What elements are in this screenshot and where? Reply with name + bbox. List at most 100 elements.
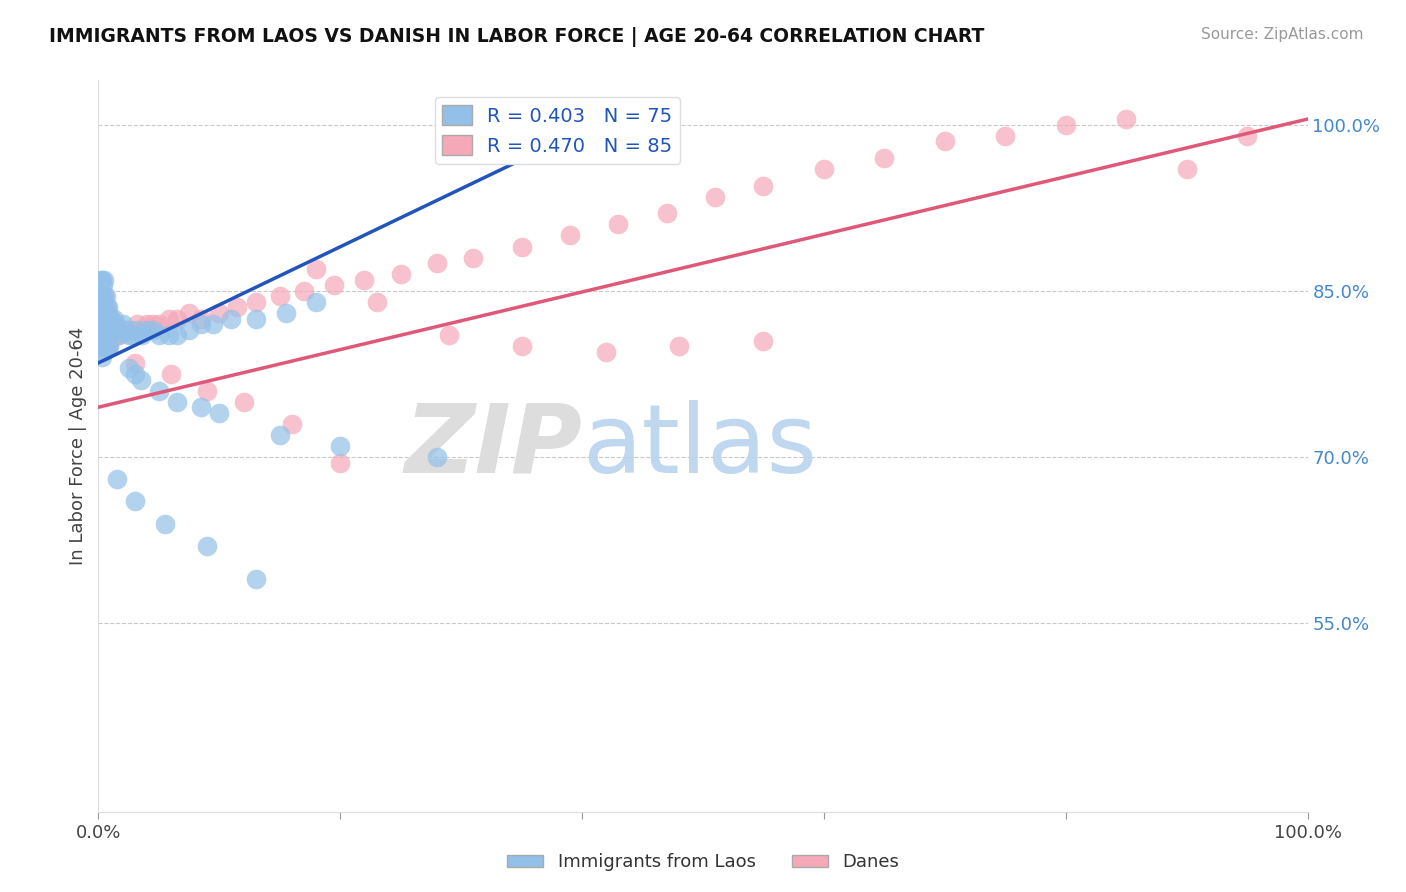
Point	[90, 311, 112, 326]
Point	[105, 323, 128, 337]
Point	[90, 294, 112, 309]
Point	[89, 317, 111, 331]
Point	[91, 294, 114, 309]
Point	[100, 328, 122, 343]
Text: ZIP: ZIP	[404, 400, 582, 492]
Point	[1175, 161, 1198, 176]
Point	[96, 301, 118, 315]
Point	[96, 334, 118, 348]
Point	[245, 311, 267, 326]
Point	[111, 317, 134, 331]
Point	[510, 339, 533, 353]
Point	[195, 539, 218, 553]
Point	[97, 317, 120, 331]
Point	[103, 323, 125, 337]
Point	[94, 306, 117, 320]
Point	[195, 384, 218, 398]
Point	[94, 306, 117, 320]
Point	[91, 323, 114, 337]
Point	[94, 339, 117, 353]
Point	[426, 450, 449, 464]
Point	[558, 228, 581, 243]
Point	[91, 289, 114, 303]
Point	[118, 323, 141, 337]
Point	[91, 273, 114, 287]
Point	[366, 294, 388, 309]
Point	[157, 328, 180, 343]
Point	[108, 328, 131, 343]
Point	[110, 323, 132, 337]
Point	[704, 189, 727, 203]
Point	[463, 251, 485, 265]
Point	[98, 317, 121, 331]
Point	[668, 339, 690, 353]
Point	[166, 311, 188, 326]
Point	[1115, 112, 1137, 126]
Point	[269, 289, 291, 303]
Point	[245, 294, 267, 309]
Point	[96, 339, 118, 353]
Point	[131, 328, 153, 343]
Point	[104, 317, 127, 331]
Point	[97, 323, 120, 337]
Point	[93, 339, 115, 353]
Point	[1054, 118, 1077, 132]
Point	[510, 239, 533, 253]
Point	[274, 306, 297, 320]
Point	[93, 289, 115, 303]
Point	[437, 328, 460, 343]
Point	[202, 317, 225, 331]
Point	[305, 261, 328, 276]
Point	[232, 394, 254, 409]
Point	[873, 151, 896, 165]
Point	[91, 323, 114, 337]
Point	[166, 394, 188, 409]
Point	[91, 344, 114, 359]
Point	[121, 328, 143, 343]
Point	[135, 323, 157, 337]
Point	[190, 401, 212, 415]
Point	[426, 256, 449, 270]
Point	[91, 339, 114, 353]
Point	[89, 294, 111, 309]
Text: Source: ZipAtlas.com: Source: ZipAtlas.com	[1201, 27, 1364, 42]
Point	[94, 323, 117, 337]
Point	[129, 372, 152, 386]
Point	[105, 472, 128, 486]
Text: IMMIGRANTS FROM LAOS VS DANISH IN LABOR FORCE | AGE 20-64 CORRELATION CHART: IMMIGRANTS FROM LAOS VS DANISH IN LABOR …	[49, 27, 984, 46]
Point	[97, 301, 120, 315]
Point	[93, 306, 115, 320]
Point	[90, 273, 112, 287]
Point	[103, 311, 125, 326]
Point	[94, 339, 117, 353]
Point	[90, 339, 112, 353]
Point	[96, 317, 118, 331]
Point	[98, 323, 121, 337]
Point	[813, 161, 835, 176]
Point	[94, 289, 117, 303]
Point	[93, 323, 115, 337]
Point	[179, 323, 201, 337]
Point	[114, 323, 136, 337]
Point	[269, 428, 291, 442]
Point	[329, 439, 352, 453]
Point	[100, 311, 122, 326]
Point	[90, 306, 112, 320]
Point	[98, 339, 121, 353]
Point	[323, 278, 346, 293]
Point	[100, 323, 122, 337]
Point	[108, 323, 131, 337]
Point	[91, 339, 114, 353]
Point	[131, 323, 153, 337]
Point	[90, 323, 112, 337]
Point	[101, 328, 124, 343]
Point	[595, 344, 617, 359]
Point	[100, 328, 122, 343]
Point	[93, 273, 115, 287]
Y-axis label: In Labor Force | Age 20-64: In Labor Force | Age 20-64	[69, 326, 87, 566]
Point	[91, 278, 114, 293]
Point	[93, 323, 115, 337]
Point	[93, 289, 115, 303]
Point	[153, 516, 176, 531]
Point	[934, 134, 956, 148]
